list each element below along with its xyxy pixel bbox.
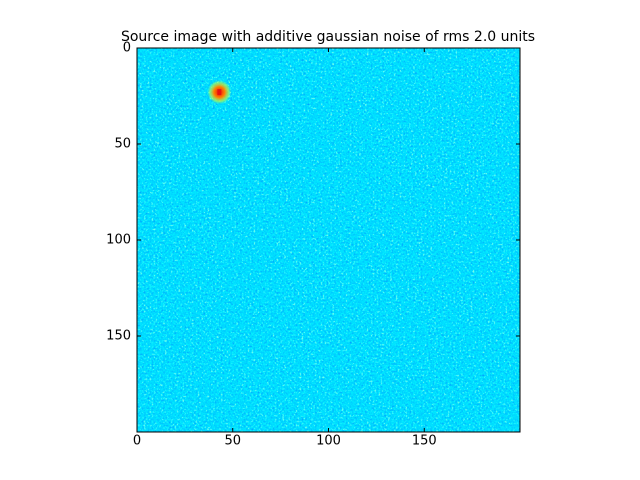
source-core [217,89,222,96]
x-tick-label: 100 [316,434,341,449]
x-tick-label: 150 [412,434,437,449]
noise-image [137,48,520,432]
x-tick-label: 0 [133,434,141,449]
y-tick-label: 150 [106,329,131,344]
y-tick-label: 100 [106,233,131,248]
y-tick-label: 50 [114,137,131,152]
x-tick-label: 50 [224,434,241,449]
chart-title: Source image with additive gaussian nois… [121,29,535,45]
y-tick-label: 0 [123,41,131,56]
